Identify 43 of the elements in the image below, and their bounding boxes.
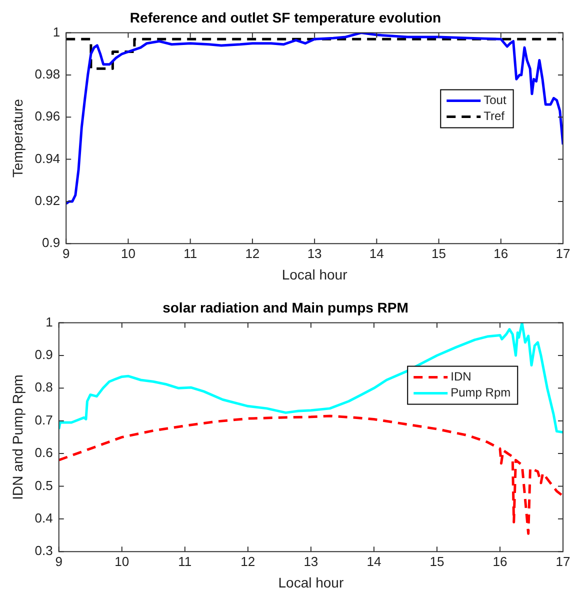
x-tick-label: 13: [307, 246, 322, 261]
x-tick-label: 14: [366, 554, 382, 569]
x-tick-label: 11: [184, 246, 198, 261]
x-tick-label: 17: [556, 554, 570, 569]
x-tick-label: 10: [114, 554, 130, 569]
x-tick-label: 14: [369, 246, 384, 261]
legend-label: IDN: [450, 370, 472, 384]
y-tick-label: 0.9: [34, 347, 53, 362]
y-tick-label: 0.94: [34, 150, 60, 166]
x-axis-title: Local hour: [282, 266, 348, 282]
x-tick-label: 17: [556, 246, 570, 261]
y-tick-label: 0.4: [34, 510, 53, 526]
y-tick-label: 0.8: [34, 380, 53, 395]
x-tick-label: 16: [494, 246, 508, 261]
x-tick-label: 15: [430, 554, 444, 569]
y-tick-label: 0.5: [34, 478, 53, 493]
y-tick-label: 0.7: [34, 412, 53, 428]
x-tick-label: 12: [240, 554, 256, 569]
y-tick-label: 0.3: [34, 543, 53, 558]
x-tick-label: 9: [55, 554, 62, 569]
x-tick-label: 12: [245, 246, 260, 261]
y-tick-label: 0.92: [34, 193, 60, 208]
chart-title: solar radiation and Main pumps RPM: [162, 299, 408, 316]
legend-label: Tout: [484, 93, 507, 108]
y-tick-label: 1: [46, 314, 53, 330]
y-axis-title: Temperature: [9, 98, 26, 178]
x-tick-label: 9: [62, 246, 70, 261]
x-axis-title: Local hour: [278, 574, 344, 590]
chart-title: Reference and outlet SF temperature evolution: [130, 9, 442, 26]
x-tick-label: 10: [120, 246, 136, 261]
y-tick-label: 0.98: [34, 66, 60, 82]
x-tick-label: 16: [492, 554, 508, 569]
y-tick-label: 1: [52, 24, 60, 40]
y-axis-title: IDN and Pump Rpm: [9, 374, 26, 500]
line-series: [58, 414, 563, 535]
y-tick-label: 0.6: [34, 445, 53, 460]
x-tick-label: 11: [178, 554, 192, 569]
legend-label: Tref: [484, 109, 506, 124]
y-tick-label: 0.9: [42, 235, 60, 250]
x-tick-label: 15: [432, 246, 446, 261]
y-tick-label: 0.96: [34, 108, 60, 124]
legend-label: Pump Rpm: [450, 386, 511, 400]
x-tick-label: 13: [304, 554, 318, 569]
